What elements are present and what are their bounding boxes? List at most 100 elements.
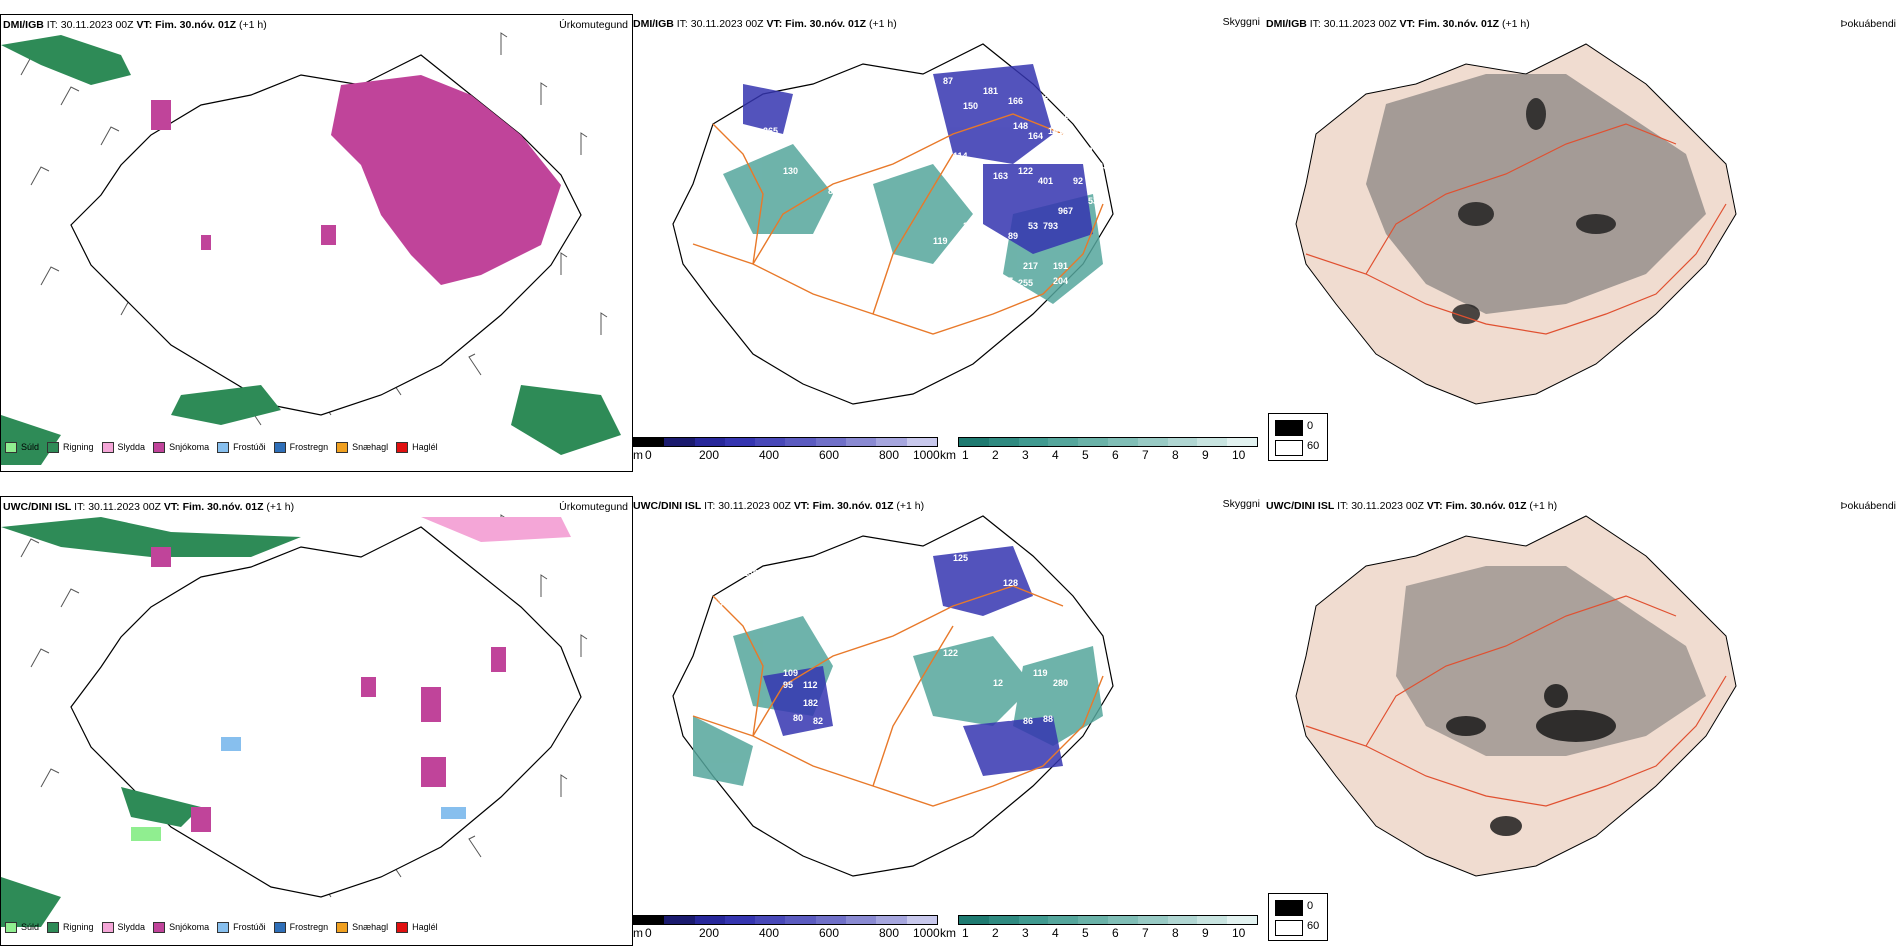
visibility-value-labels: 87 181 150 166 231 162 148 164 191 114 1…: [728, 76, 1108, 291]
vis-label: 86: [1023, 716, 1033, 726]
road-network: [692, 585, 1104, 807]
vis-label: 130: [783, 166, 798, 176]
fog-panel-row2: UWC/DINI ISL IT: 30.11.2023 00Z VT: Fim.…: [1266, 496, 1900, 946]
vis-label: 119: [833, 221, 848, 231]
vis-label: 88: [1043, 714, 1053, 724]
legend-item-sudl: Súld: [5, 441, 39, 453]
legend-item-frostregn: Frostregn: [273, 441, 328, 453]
fog-dark-patches: [1452, 98, 1616, 324]
fog-road-network: [1305, 123, 1727, 335]
vis-label: 92: [1073, 176, 1083, 186]
legend-item-snjokoma: Snjókoma: [153, 441, 209, 453]
visibility-map-row1: 87 181 150 166 231 162 148 164 191 114 1…: [672, 43, 1114, 405]
it-value: 30.11.2023 00Z: [60, 19, 134, 31]
vis-label: 53: [1088, 196, 1098, 206]
vis-label: 181: [983, 86, 998, 96]
vis-label: 255: [1018, 278, 1033, 288]
vis-label: 89: [773, 758, 783, 768]
legend-item-haglel: Haglél: [396, 441, 438, 453]
panel-header: DMI/IGB IT: 30.11.2023 00Z VT: Fim. 30.n…: [3, 19, 267, 31]
precip-map-row1: [1, 32, 621, 465]
vis-label: 182: [803, 698, 818, 708]
precip-drizzle-areas: [131, 827, 161, 841]
visibility-colorbar-m-row2: m 0 200 400 600 800 1000: [633, 915, 940, 949]
vis-label: 164: [1028, 131, 1043, 141]
it-label: IT:: [46, 19, 58, 31]
legend-item-frostudi: Frostúði: [217, 921, 266, 933]
model-name: DMI/IGB: [3, 19, 44, 31]
vis-label: 166: [1008, 96, 1023, 106]
vis-label: 119: [1033, 668, 1048, 678]
vis-label: 13: [713, 598, 723, 608]
visibility-blue-areas: [743, 64, 1093, 254]
vis-label: 109: [783, 668, 798, 678]
visibility-map-row2: 139 125 128 112 122 208 119 109 95 112 1…: [672, 515, 1114, 877]
vis-label: 231: [1043, 91, 1058, 101]
vis-label: 95: [783, 680, 793, 690]
precip-type-panel-row1: DMI/IGB IT: 30.11.2023 00Z VT: Fim. 30.n…: [0, 14, 633, 472]
legend-item-haglel: Haglél: [396, 921, 438, 933]
fog-road-network: [1305, 595, 1727, 807]
fog-legend-row2: 0 60: [1268, 893, 1328, 941]
vis-label: 266: [963, 221, 978, 231]
vis-label: 82: [903, 808, 913, 818]
vis-label: 162: [1063, 111, 1078, 121]
legend-item-frostregn: Frostregn: [273, 921, 328, 933]
visibility-panel-row2: 139 125 128 112 122 208 119 109 95 112 1…: [633, 496, 1266, 946]
vis-label: 223: [1093, 161, 1108, 171]
vis-label: 114: [953, 151, 968, 161]
vis-label: 217: [1023, 261, 1038, 271]
precip-sleet-areas: [421, 517, 571, 542]
vis-label: 163: [993, 171, 1008, 181]
vis-label: 85: [828, 186, 838, 196]
vis-label: 401: [1038, 176, 1053, 186]
vis-label: 112: [803, 680, 818, 690]
vis-label: 122: [943, 648, 958, 658]
visibility-value-labels: 139 125 128 112 122 208 119 109 95 112 1…: [713, 553, 1068, 818]
vis-label: 117: [883, 698, 898, 708]
vis-label: 967: [1058, 206, 1073, 216]
vis-label: 122: [1018, 166, 1033, 176]
vis-label: 112: [983, 618, 998, 628]
legend-item-rigning: Rigning: [47, 441, 94, 453]
precip-map-row2: [1, 514, 588, 927]
precip-rain-areas: [1, 517, 301, 927]
vis-label: 10: [833, 708, 843, 718]
visibility-colorbar-km-row1: km 1 2 3 4 5 6 7 8 9 10: [940, 437, 1260, 471]
fog-map-row2: [1295, 515, 1737, 877]
fog-map-row1: [1295, 43, 1737, 405]
precip-freezing-drizzle-areas: [221, 737, 466, 819]
legend-item-frostudi: Frostúði: [217, 441, 266, 453]
vis-label: 60: [903, 146, 913, 156]
panel-header: UWC/DINI ISL IT: 30.11.2023 00Z VT: Fim.…: [633, 500, 925, 512]
visibility-blue-areas: [763, 546, 1063, 776]
visibility-colorbar-km-row2: km 1 2 3 4 5 6 7 8 9 10: [940, 915, 1260, 949]
panel-title-fog: Þokuábendi: [1840, 18, 1896, 30]
vis-label: 150: [963, 101, 978, 111]
vis-label: 119: [933, 236, 948, 246]
vis-label: 89: [1008, 231, 1018, 241]
vis-label: 139: [743, 568, 758, 578]
vis-label: 97: [973, 181, 983, 191]
panel-title-fog: Þokuábendi: [1840, 500, 1896, 512]
vt-label: VT:: [136, 19, 153, 31]
vis-label: 87: [943, 76, 953, 86]
panel-title-visibility: Skyggni: [1222, 16, 1260, 28]
vis-label: 28: [1003, 713, 1013, 723]
panel-header: DMI/IGB IT: 30.11.2023 00Z VT: Fim. 30.n…: [1266, 18, 1530, 30]
vis-label: 195: [873, 261, 888, 271]
fog-shading: [1366, 74, 1706, 314]
precip-legend: Súld Rigning Slydda Snjókoma Frostúði Fr…: [5, 439, 438, 455]
vis-label: 125: [953, 553, 968, 563]
iceland-outline: [70, 526, 582, 898]
fog-panel-row1: DMI/IGB IT: 30.11.2023 00Z VT: Fim. 30.n…: [1266, 14, 1900, 472]
panel-header: DMI/IGB IT: 30.11.2023 00Z VT: Fim. 30.n…: [633, 18, 897, 30]
vis-label: 191: [1048, 126, 1063, 136]
legend-item-rigning: Rigning: [47, 921, 94, 933]
vis-label: 118: [1078, 146, 1093, 156]
panel-title-precip: Úrkomutegund: [559, 501, 628, 513]
legend-item-snjokoma: Snjókoma: [153, 921, 209, 933]
vis-label: 265: [763, 126, 778, 136]
visibility-colorbar-m-row1: m 0 200 400 600 800 1000: [633, 437, 940, 471]
fog-legend-row1: 0 60: [1268, 413, 1328, 461]
